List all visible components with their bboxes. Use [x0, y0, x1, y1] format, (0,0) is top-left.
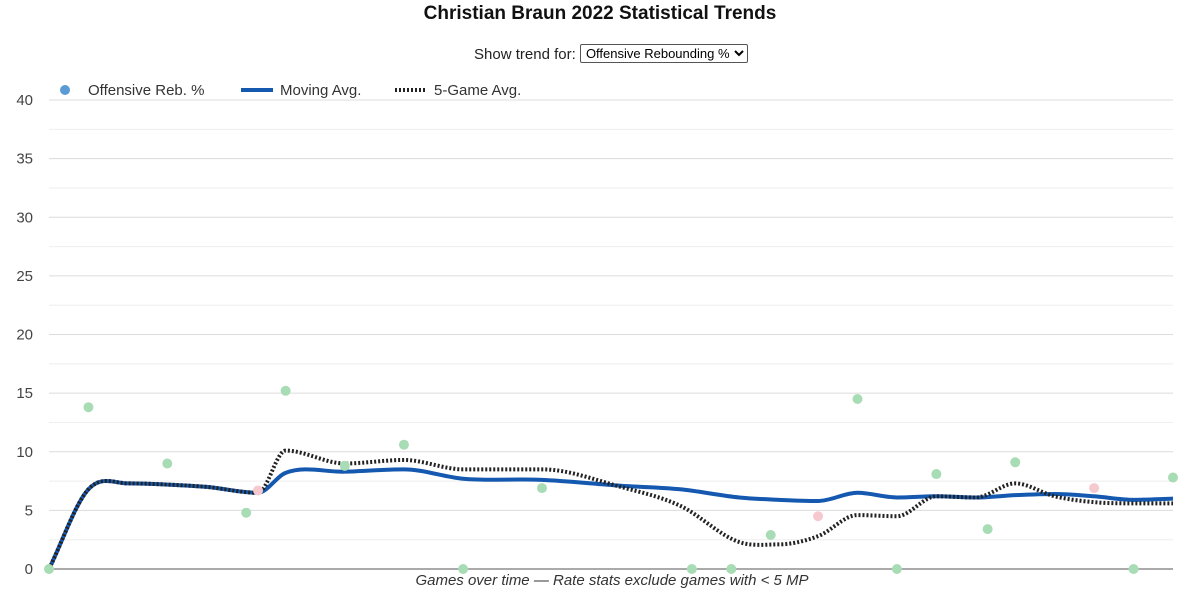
data-point[interactable]	[162, 458, 173, 469]
data-point[interactable]	[83, 402, 94, 413]
data-point[interactable]	[536, 483, 547, 494]
data-point[interactable]	[398, 439, 409, 450]
data-point[interactable]	[813, 511, 824, 522]
data-point[interactable]	[726, 564, 737, 574]
legend[interactable]: Offensive Reb. % Moving Avg. 5-Game Avg.	[60, 82, 521, 99]
y-tick-label: 20	[16, 327, 33, 344]
data-point[interactable]	[253, 485, 264, 496]
trend-selector-dropdown[interactable]: Offensive Rebounding %	[579, 44, 748, 63]
y-tick-label: 15	[16, 385, 33, 402]
data-point[interactable]	[280, 385, 291, 396]
five-game-avg-series	[47, 448, 1173, 570]
y-tick-label: 25	[16, 268, 33, 285]
x-axis-caption: Games over time — Rate stats exclude gam…	[415, 572, 808, 589]
data-point[interactable]	[891, 564, 902, 574]
legend-label-moving-avg[interactable]: Moving Avg.	[280, 82, 361, 99]
data-point[interactable]	[1089, 483, 1100, 494]
moving-avg-series	[47, 467, 1174, 570]
y-tick-label: 40	[16, 92, 33, 109]
trend-selector-label: Show trend for:	[474, 46, 576, 63]
offensive-reb-points	[44, 385, 1178, 574]
data-point[interactable]	[241, 507, 252, 518]
legend-marker-offensive-reb	[60, 85, 70, 95]
data-point[interactable]	[458, 564, 469, 574]
moving-avg-line	[47, 467, 1174, 570]
data-point[interactable]	[1168, 472, 1178, 483]
grid-lines	[49, 99, 1173, 541]
trend-selector-row: Show trend for: Offensive Rebounding %	[0, 44, 1200, 63]
data-point[interactable]	[982, 524, 993, 535]
data-point[interactable]	[852, 393, 863, 404]
data-point[interactable]	[1128, 564, 1139, 574]
chart-title: Christian Braun 2022 Statistical Trends	[423, 3, 777, 24]
y-tick-label: 10	[16, 444, 33, 461]
data-point[interactable]	[44, 564, 54, 574]
data-point[interactable]	[686, 564, 697, 574]
y-tick-label: 30	[16, 209, 33, 226]
legend-label-five-game-avg[interactable]: 5-Game Avg.	[434, 82, 521, 99]
data-point[interactable]	[765, 529, 776, 540]
data-point[interactable]	[1010, 457, 1021, 468]
data-point[interactable]	[931, 469, 942, 480]
y-tick-label: 5	[25, 502, 33, 519]
y-tick-label: 35	[16, 151, 33, 168]
y-axis-ticks: 0 5 10 15 20 25 30 35 40	[16, 92, 33, 578]
five-game-avg-line	[47, 448, 1173, 570]
data-point[interactable]	[339, 460, 350, 471]
legend-label-offensive-reb[interactable]: Offensive Reb. %	[88, 82, 204, 99]
y-tick-label: 0	[25, 561, 33, 578]
